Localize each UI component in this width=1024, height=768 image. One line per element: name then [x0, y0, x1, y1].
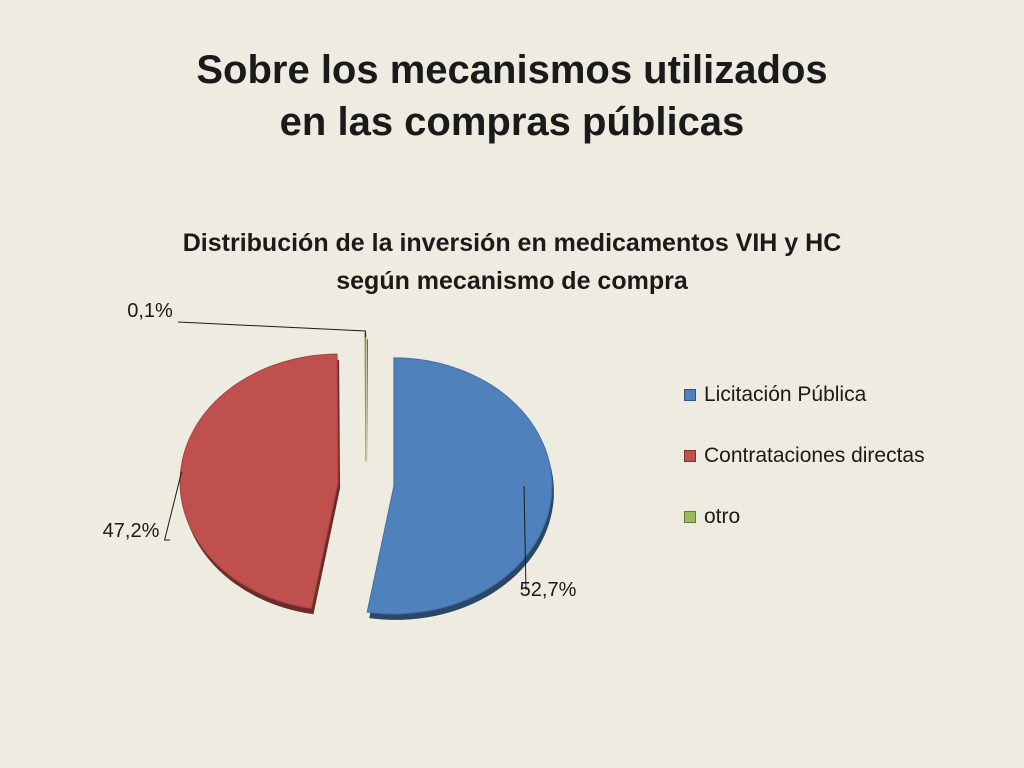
slide-title-line1: Sobre los mecanismos utilizados [196, 48, 828, 92]
data-label-licitacion: 52,7% [520, 579, 577, 601]
legend-label: Contrataciones directas [704, 444, 925, 467]
data-label-otro: 0,1% [127, 300, 173, 322]
pie-slice-otro [364, 332, 367, 462]
legend-swatch [684, 511, 696, 523]
chart-legend: Licitación Pública Contrataciones direct… [684, 380, 925, 563]
data-label-contrataciones: 47,2% [103, 520, 160, 542]
pie-slice-contrataciones [179, 353, 339, 609]
legend-item-licitacion: Licitación Pública [684, 380, 925, 410]
chart-title: Distribución de la inversión en medicame… [0, 224, 1024, 300]
leader-line-contrataciones [163, 471, 183, 541]
chart-title-line1: Distribución de la inversión en medicame… [182, 229, 842, 257]
pie-slice-licitacion [366, 357, 553, 615]
legend-swatch [684, 450, 696, 462]
leader-line-otro [177, 321, 366, 338]
slide-title: Sobre los mecanismos utilizados en las c… [0, 44, 1024, 148]
slide-title-line2: en las compras públicas [279, 100, 745, 144]
legend-label: Licitación Pública [704, 383, 867, 406]
legend-item-contrataciones: Contrataciones directas [684, 441, 925, 471]
legend-label: otro [704, 505, 741, 528]
pie-slice-depth-otro [366, 339, 368, 468]
chart-title-line2: según mecanismo de compra [336, 267, 688, 295]
legend-item-otro: otro [684, 502, 925, 532]
leader-line-licitacion [523, 485, 527, 591]
legend-swatch [684, 389, 696, 401]
